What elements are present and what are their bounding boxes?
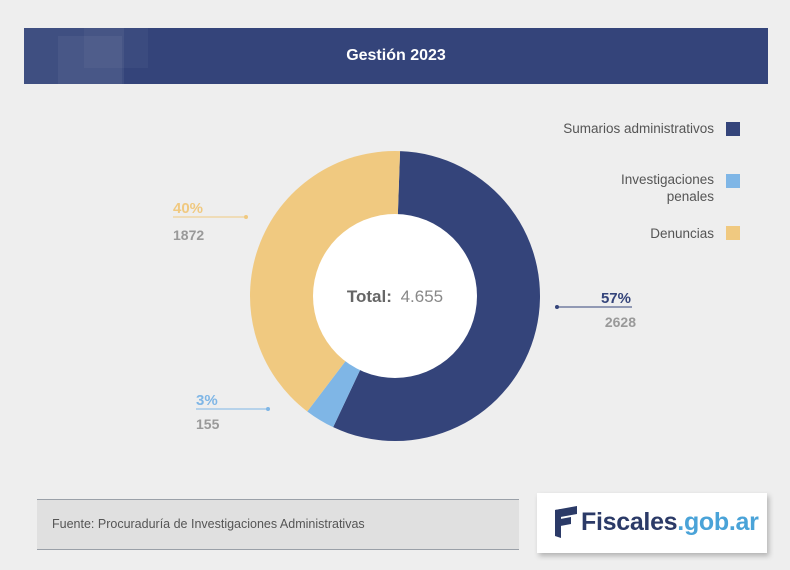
count-label-investigaciones: 155 bbox=[196, 416, 220, 432]
callout-dot-sumarios bbox=[555, 305, 559, 309]
total-text: Total: 4.655 bbox=[347, 287, 443, 306]
callout-dot-investigaciones bbox=[266, 407, 270, 411]
donut-hole bbox=[313, 214, 477, 378]
percent-label-investigaciones: 3% bbox=[196, 392, 218, 409]
total-label: Total: bbox=[347, 287, 392, 306]
legend-label: Sumarios administrativos bbox=[563, 121, 714, 136]
header-decoration bbox=[58, 36, 122, 84]
total-value: 4.655 bbox=[401, 287, 444, 306]
header-decoration bbox=[24, 28, 124, 84]
logo-text: Fiscales.gob.ar bbox=[581, 507, 759, 537]
source-text: Fuente: Procuraduría de Investigaciones … bbox=[52, 517, 365, 531]
fiscales-logo[interactable]: Fiscales.gob.ar bbox=[537, 493, 767, 553]
legend-label: Denuncias bbox=[650, 226, 714, 241]
legend-label: Investigaciones penales bbox=[620, 172, 714, 204]
legend-swatch-investigaciones bbox=[726, 174, 740, 188]
percent-label-denuncias: 40% bbox=[173, 200, 203, 217]
legend-swatch-sumarios bbox=[726, 122, 740, 136]
logo-text-domain: .gob.ar bbox=[677, 508, 759, 536]
fiscales-flag-icon bbox=[555, 506, 577, 538]
percent-label-sumarios: 57% bbox=[601, 290, 631, 307]
count-label-denuncias: 1872 bbox=[173, 227, 204, 243]
header-decoration bbox=[84, 28, 148, 68]
count-label-sumarios: 2628 bbox=[605, 314, 636, 330]
header-banner: Gestión 2023 bbox=[24, 28, 768, 84]
logo-text-fiscales: Fiscales bbox=[581, 508, 678, 536]
source-box: Fuente: Procuraduría de Investigaciones … bbox=[37, 499, 519, 550]
callout-dot-denuncias bbox=[244, 215, 248, 219]
chart-title: Gestión 2023 bbox=[346, 47, 446, 64]
legend-swatch-denuncias bbox=[726, 226, 740, 240]
